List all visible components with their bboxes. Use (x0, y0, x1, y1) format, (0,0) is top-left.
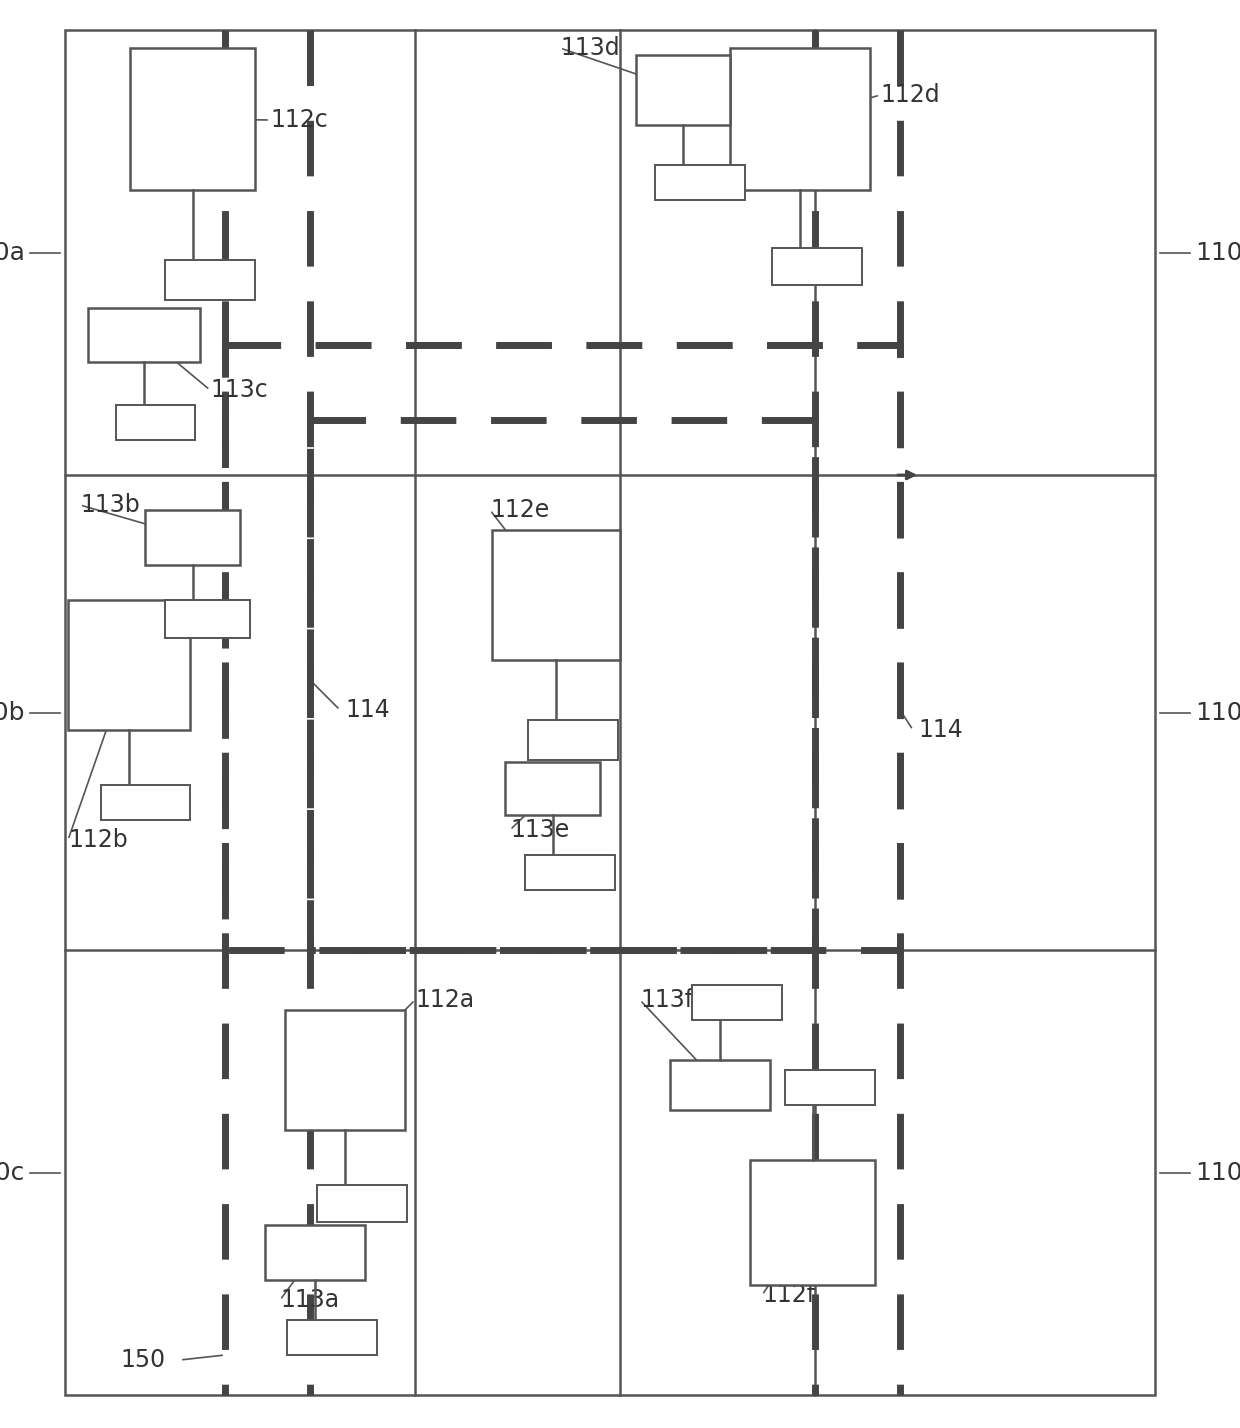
Text: 112b: 112b (68, 828, 128, 853)
Text: 110b: 110b (0, 701, 25, 724)
Bar (655, 166, 745, 200)
Text: 112d: 112d (880, 83, 940, 107)
Bar (68, 600, 190, 730)
Bar (165, 260, 255, 300)
Text: 110c: 110c (0, 1161, 25, 1184)
Text: 112a: 112a (415, 988, 474, 1012)
Text: 110f: 110f (1195, 240, 1240, 264)
Text: 113e: 113e (510, 818, 569, 843)
Text: 112c: 112c (270, 109, 327, 131)
Text: 113a: 113a (280, 1288, 339, 1312)
Bar (117, 406, 195, 440)
Text: 110d: 110d (1195, 1161, 1240, 1184)
Bar (88, 308, 200, 363)
Bar (265, 1225, 365, 1279)
Bar (165, 600, 250, 638)
Bar (636, 56, 730, 126)
Bar (670, 1060, 770, 1110)
Bar (730, 49, 870, 190)
Text: 113c: 113c (210, 378, 268, 403)
Text: 150: 150 (120, 1348, 165, 1372)
Bar (310, 420, 815, 950)
Bar (224, 346, 900, 950)
Bar (286, 1319, 377, 1355)
Text: 112e: 112e (490, 498, 549, 523)
Bar (285, 1010, 405, 1130)
Bar (525, 855, 615, 890)
Text: 114: 114 (345, 698, 389, 723)
Bar (773, 248, 862, 286)
Text: 113b: 113b (81, 493, 140, 517)
Bar (317, 1185, 407, 1222)
Bar (64, 30, 1154, 1395)
Bar (785, 1070, 875, 1105)
Bar (130, 49, 255, 190)
Text: 110e: 110e (1195, 701, 1240, 724)
Text: 113f: 113f (640, 988, 693, 1012)
Bar (750, 1160, 875, 1285)
Text: 112f: 112f (763, 1282, 815, 1307)
Bar (492, 530, 620, 660)
Bar (692, 985, 782, 1020)
Bar (145, 510, 241, 565)
Bar (100, 785, 190, 820)
Bar (528, 720, 618, 760)
Text: 113d: 113d (560, 36, 620, 60)
Text: 114: 114 (918, 718, 962, 743)
Text: 110a: 110a (0, 240, 25, 264)
Bar (505, 763, 600, 815)
